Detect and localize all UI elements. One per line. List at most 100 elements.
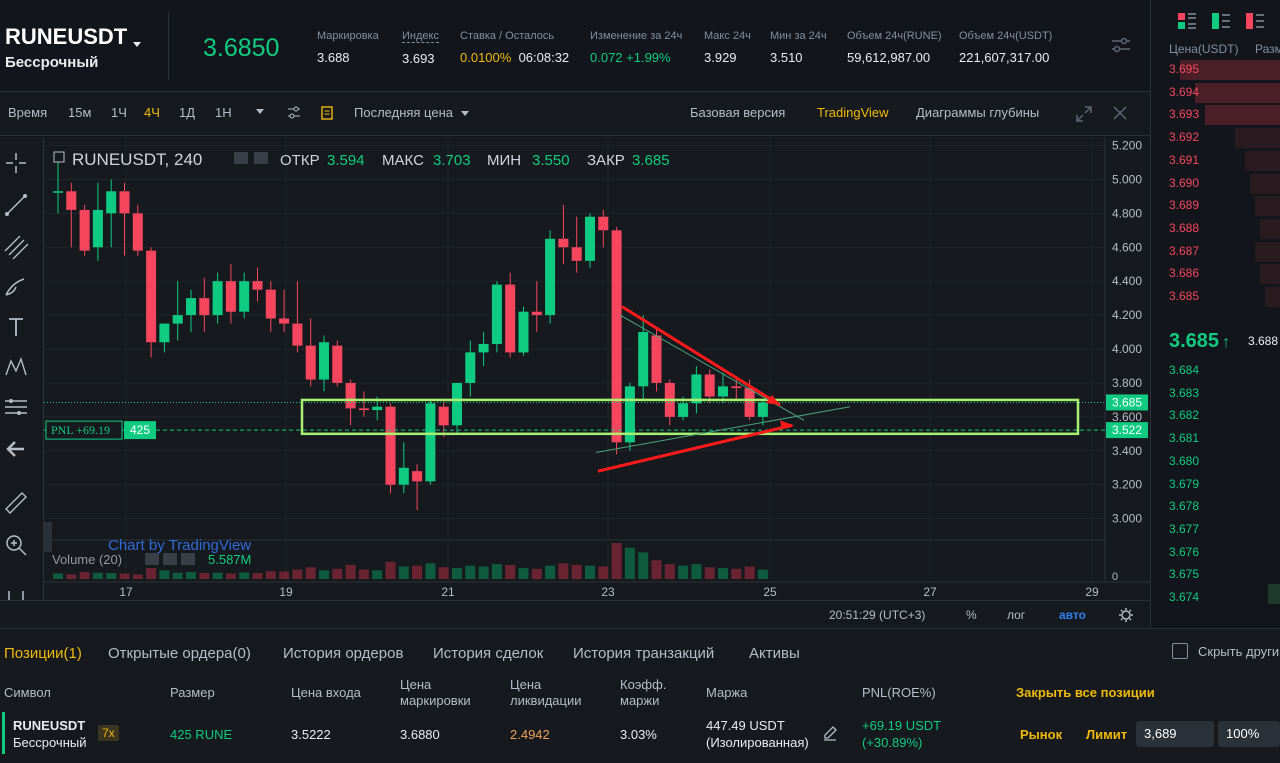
tab-positions[interactable]: Позиции(1) (4, 645, 82, 662)
ask-price[interactable]: 3.685 (1169, 289, 1200, 303)
prediction-icon[interactable] (2, 393, 30, 421)
tab-trade-history[interactable]: История сделок (433, 645, 544, 662)
auto-toggle[interactable]: авто (1059, 608, 1086, 622)
price-axis[interactable]: 5.200 5.000 4.800 4.600 4.400 4.200 4.000 3.800… (1104, 137, 1150, 583)
header-symbol: Символ (4, 685, 51, 700)
gear-icon[interactable] (163, 553, 177, 565)
close-limit-button[interactable]: Лимит (1086, 727, 1128, 742)
collapse-panel-icon[interactable] (44, 522, 52, 552)
interval-1w[interactable]: 1Н (215, 105, 232, 120)
stat-index[interactable]: Индекс 3.693 (402, 30, 439, 66)
price-chart[interactable]: 5.200 5.000 4.800 4.600 4.400 4.200 4.000 3.800… (44, 137, 1150, 600)
volume-bar (718, 568, 728, 579)
view-basic[interactable]: Базовая версия (690, 105, 786, 120)
ask-price[interactable]: 3.694 (1169, 84, 1200, 99)
book-both-icon[interactable] (1177, 12, 1197, 30)
interval-1d[interactable]: 1Д (179, 105, 196, 120)
symbol-selector[interactable]: RUNEUSDT (5, 24, 128, 49)
edit-margin-icon[interactable] (822, 725, 838, 741)
bid-price[interactable]: 3.676 (1169, 544, 1200, 559)
interval-1h[interactable]: 1Ч (111, 105, 127, 120)
log-toggle[interactable]: лог (1007, 608, 1026, 622)
brush-icon[interactable] (2, 273, 30, 301)
notes-icon[interactable] (320, 105, 334, 121)
gear-icon[interactable] (254, 152, 268, 164)
close-amount-input[interactable]: 100% (1218, 721, 1280, 747)
time-tick-label: 23 (601, 585, 615, 599)
ask-price[interactable]: 3.689 (1169, 198, 1200, 213)
position-symbol[interactable]: RUNEUSDT (13, 718, 86, 733)
volume-bar (92, 572, 103, 579)
price-tick-label: 3.200 (1112, 478, 1142, 492)
symbol-info-icon[interactable] (53, 151, 65, 163)
ask-price[interactable]: 3.692 (1169, 130, 1200, 145)
back-arrow-icon[interactable] (2, 435, 30, 463)
bid-price[interactable]: 3.680 (1169, 453, 1200, 468)
close-all-positions-button[interactable]: Закрыть все позиции (1016, 685, 1155, 700)
price-type-select[interactable]: Последняя цена (354, 105, 469, 120)
tab-transaction-history[interactable]: История транзакций (573, 645, 715, 662)
settings-sliders-icon[interactable] (1110, 36, 1132, 54)
bid-price[interactable]: 3.682 (1169, 408, 1200, 423)
tradingview-watermark[interactable]: Chart by TradingView (108, 537, 251, 554)
tab-order-history[interactable]: История ордеров (283, 645, 404, 662)
bid-price[interactable]: 3.677 (1169, 521, 1200, 536)
tab-open-orders[interactable]: Открытые ордера(0) (108, 645, 251, 662)
indicator-settings-icon[interactable] (286, 105, 302, 121)
trend-line-icon[interactable] (2, 191, 30, 219)
bid-price[interactable]: 3.675 (1169, 567, 1200, 582)
limit-price-input[interactable]: 3,689 (1136, 721, 1214, 747)
gear-icon[interactable] (1118, 607, 1134, 623)
volume-bar (531, 568, 542, 579)
volume-bar (691, 564, 702, 579)
tab-assets[interactable]: Активы (749, 645, 800, 662)
view-tradingview[interactable]: TradingView (817, 105, 889, 120)
ask-price[interactable]: 3.690 (1169, 175, 1200, 190)
time-axis[interactable]: 17 19 21 23 25 27 29 (44, 581, 1150, 599)
close-market-button[interactable]: Рынок (1020, 727, 1063, 742)
ask-price[interactable]: 3.687 (1169, 243, 1200, 258)
hide-other-checkbox[interactable] (1172, 643, 1188, 659)
bid-price[interactable]: 3.683 (1169, 385, 1200, 400)
candle-body (239, 281, 250, 312)
stat-value: 3.510 (770, 50, 803, 65)
close-icon[interactable] (1112, 105, 1128, 121)
volume-label: Volume (20) (52, 552, 122, 567)
fullscreen-icon[interactable] (1075, 105, 1093, 123)
view-depth[interactable]: Диаграммы глубины (916, 105, 1040, 120)
interval-15m[interactable]: 15м (68, 105, 92, 120)
close-icon[interactable] (181, 553, 195, 565)
ruler-icon[interactable] (2, 489, 30, 517)
ask-price[interactable]: 3.688 (1169, 220, 1200, 235)
ask-price[interactable]: 3.693 (1169, 107, 1200, 122)
stat-label[interactable]: Индекс (402, 30, 439, 43)
percent-toggle[interactable]: % (966, 608, 977, 622)
bid-price[interactable]: 3.679 (1169, 476, 1200, 491)
ask-price[interactable]: 3.686 (1169, 266, 1200, 281)
pattern-icon[interactable] (2, 353, 30, 381)
chevron-down-icon[interactable] (133, 42, 141, 47)
crosshair-icon[interactable] (2, 149, 30, 177)
ask-price[interactable]: 3.691 (1169, 152, 1200, 167)
text-icon[interactable] (2, 313, 30, 341)
book-bids-icon[interactable] (1211, 12, 1231, 30)
volume-bar (159, 570, 170, 579)
bid-price[interactable]: 3.684 (1169, 363, 1200, 377)
candle-body (704, 374, 715, 397)
bid-price[interactable]: 3.674 (1169, 590, 1200, 604)
eye-icon[interactable] (145, 553, 159, 565)
leverage-badge[interactable]: 7x (98, 725, 119, 741)
eye-icon[interactable] (234, 152, 248, 164)
bid-price[interactable]: 3.678 (1169, 499, 1200, 514)
ask-price[interactable]: 3.695 (1169, 62, 1200, 76)
book-asks-icon[interactable] (1245, 12, 1265, 30)
stat-value: 3.688 (317, 50, 350, 65)
interval-more-icon[interactable] (256, 109, 264, 114)
time-button[interactable]: Время (8, 105, 48, 120)
fib-channel-icon[interactable] (2, 233, 30, 261)
volume-bar (678, 565, 689, 579)
interval-4h[interactable]: 4Ч (144, 105, 160, 120)
bid-price[interactable]: 3.681 (1169, 431, 1200, 446)
ask-depth-bar (1205, 105, 1280, 126)
zoom-icon[interactable] (2, 531, 30, 559)
